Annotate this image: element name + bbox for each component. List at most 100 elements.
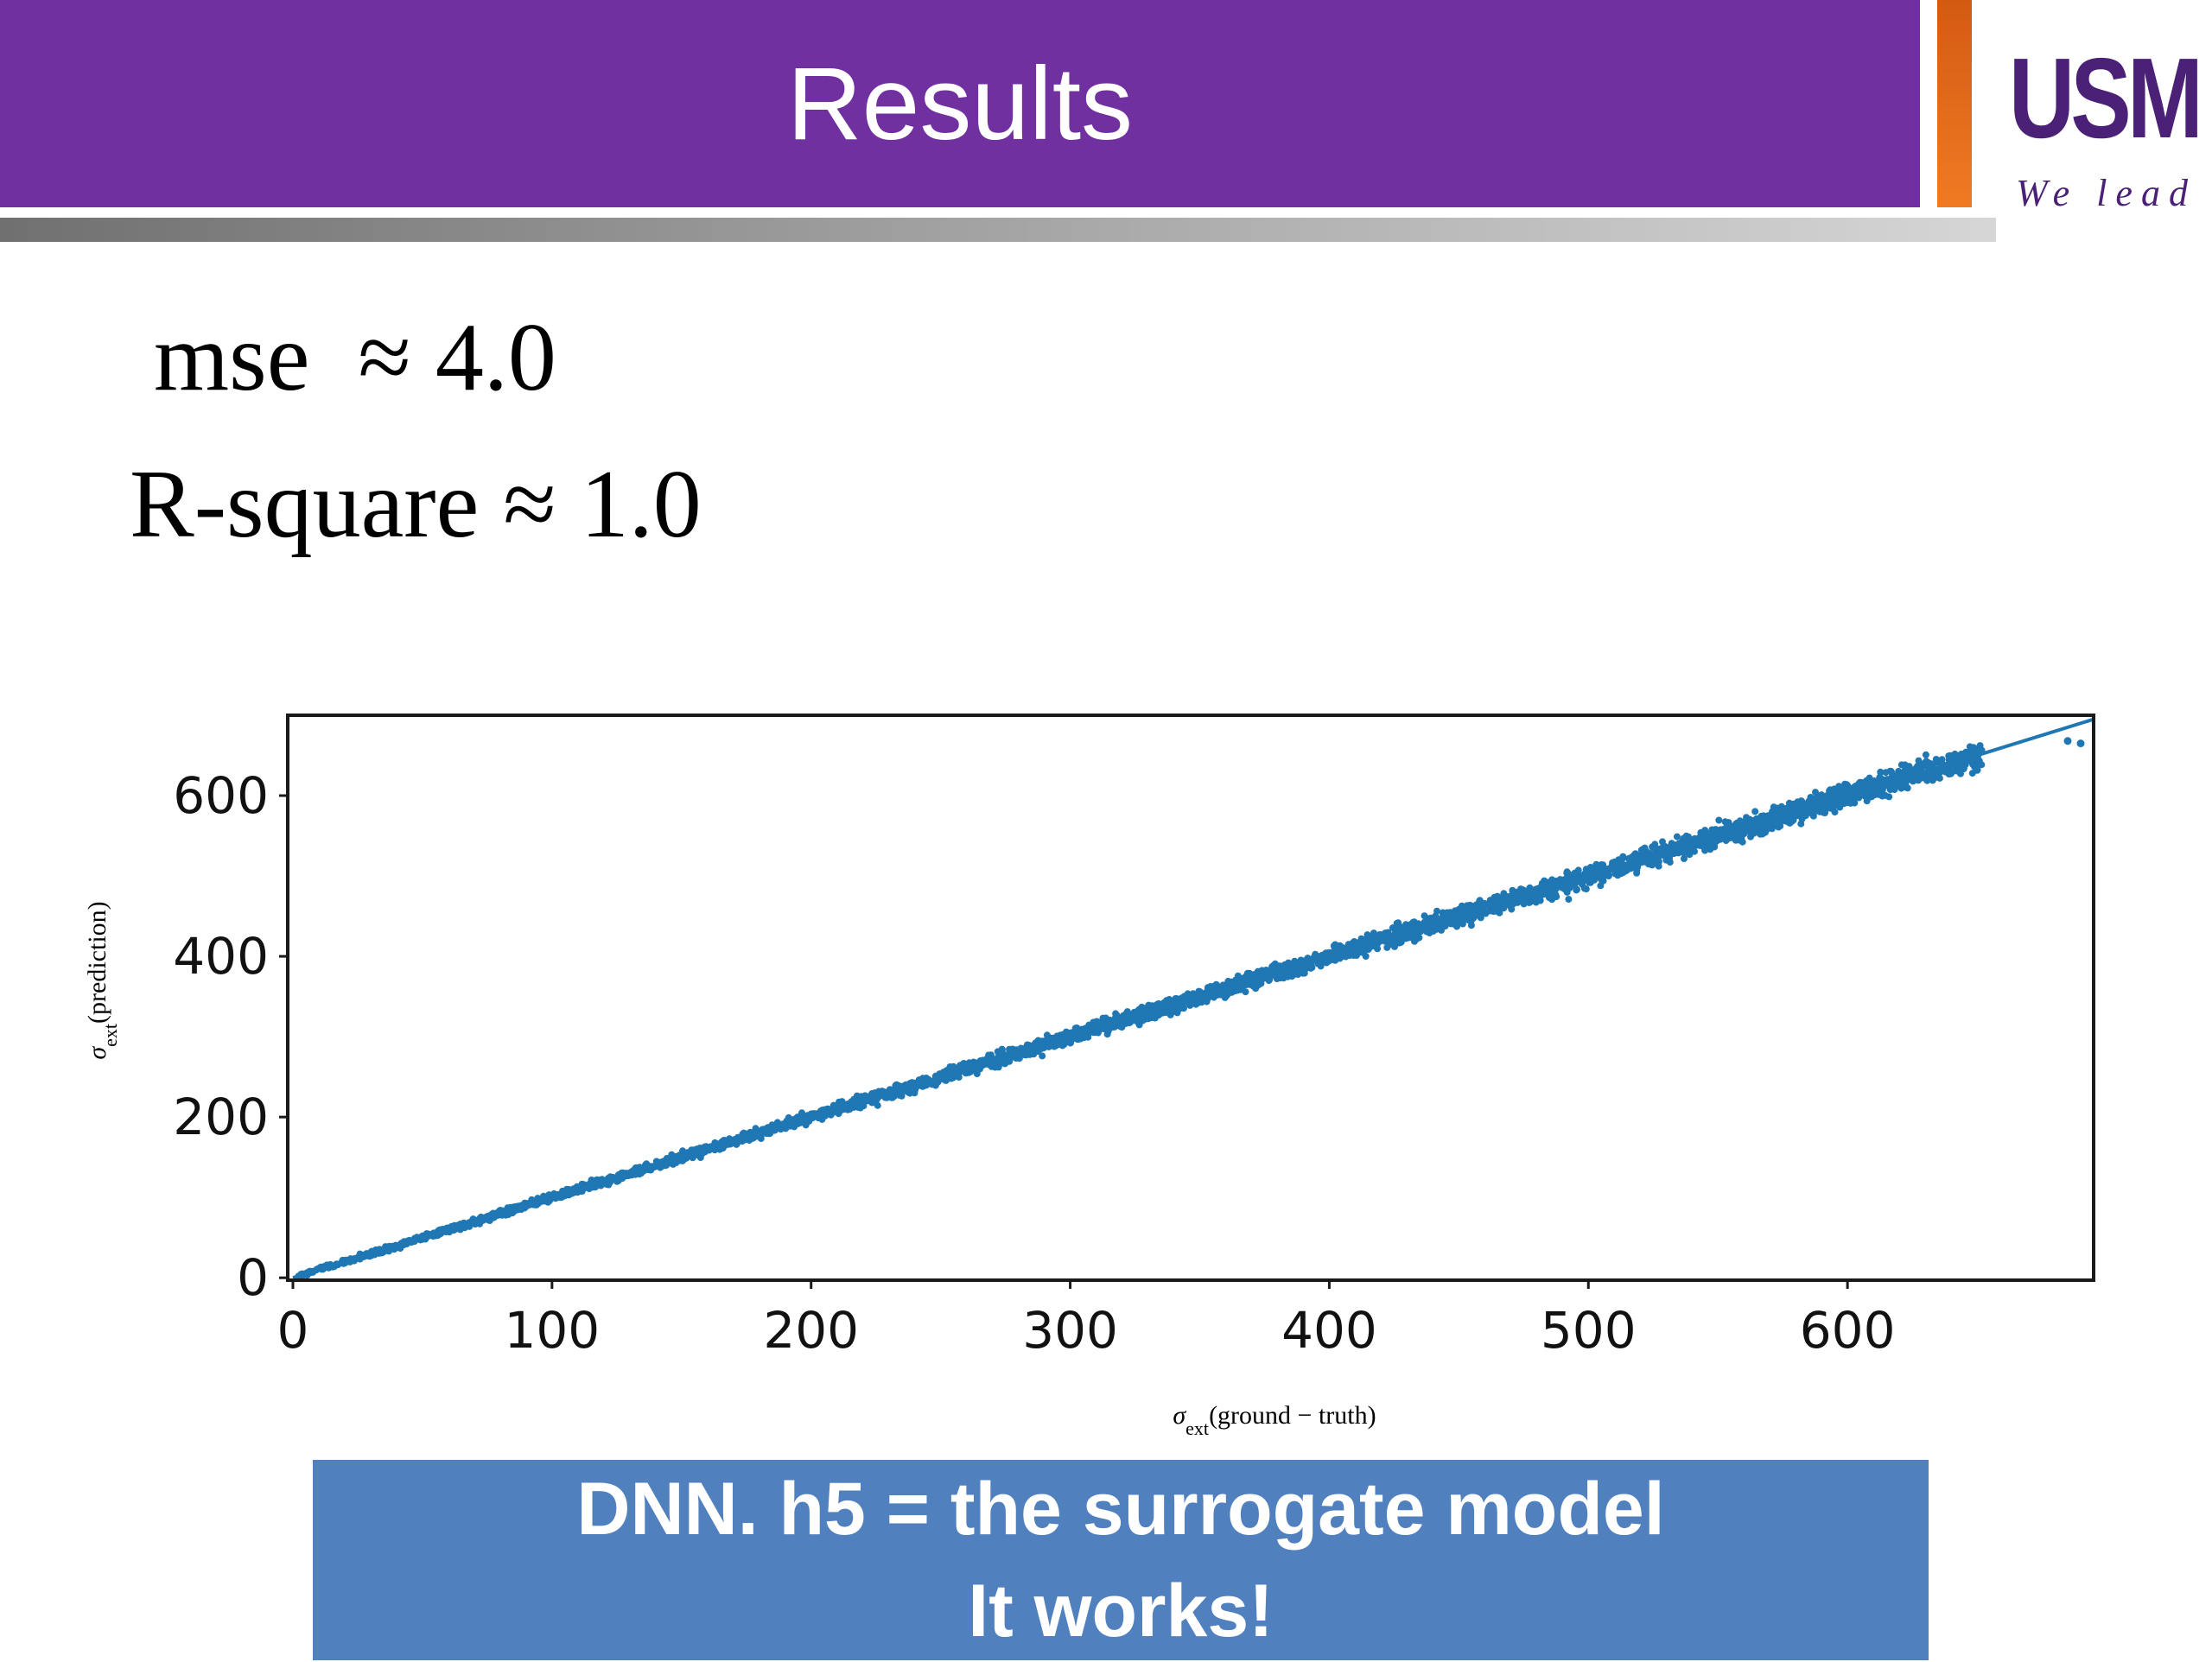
scatter-point [1336, 955, 1344, 962]
scatter-point [1113, 1012, 1121, 1019]
metric-r-square: R-square ≈ 1.0 [130, 451, 702, 558]
scatter-point [1641, 844, 1649, 852]
scatter-point [1605, 872, 1612, 879]
scatter-point [1330, 942, 1338, 950]
scatter-point [861, 1092, 869, 1100]
scatter-point [1284, 973, 1292, 980]
scatter-point [1567, 873, 1574, 881]
scatter-point [1978, 761, 1986, 769]
scatter-point [1242, 988, 1249, 996]
scatter-point [1947, 752, 1955, 759]
scatter-point [1915, 777, 1922, 784]
scatter-point [1160, 999, 1167, 1006]
scatter-point [1184, 990, 1192, 998]
scatter-point [1395, 919, 1402, 927]
plot-frame [286, 714, 2095, 1282]
y-tick-label: 0 [237, 1248, 269, 1307]
scatter-point [1715, 816, 1723, 824]
scatter-point [1582, 885, 1590, 893]
scatter-point [1477, 914, 1484, 922]
scatter-point [1791, 803, 1799, 811]
conclusion-callout: DNN. h5 = the surrogate model It works! [313, 1460, 1929, 1660]
scatter-point [1598, 861, 1605, 868]
scatter-point [1802, 812, 1809, 820]
header-divider [0, 218, 1996, 242]
scatter-point [1673, 833, 1681, 841]
scatter-point [1809, 812, 1817, 820]
scatter-point [1758, 830, 1766, 838]
logo-tagline: We lead [2016, 172, 2196, 214]
scatter-point [1587, 877, 1595, 885]
scatter-point [1619, 853, 1627, 860]
scatter-point [1103, 1031, 1111, 1038]
scatter-point [1751, 808, 1759, 815]
scatter-point [1135, 1007, 1142, 1014]
scatter-point [1509, 886, 1516, 894]
scatter-point [1915, 757, 1923, 764]
scatter-point [1847, 786, 1854, 794]
scatter-point [768, 1121, 776, 1129]
scatter-point [1565, 896, 1573, 903]
scatter-point [1006, 1045, 1013, 1053]
scatter-point [912, 1086, 918, 1094]
scatter-point [1960, 764, 1967, 772]
scatter-point [1586, 864, 1594, 871]
scatter-point [1234, 986, 1242, 994]
scatter-point [1552, 891, 1560, 898]
scatter-point [1735, 835, 1742, 843]
scatter-point [1836, 788, 1844, 796]
scatter-point [1631, 850, 1639, 858]
scatter-point [1933, 758, 1941, 766]
scatter-point [1397, 938, 1405, 946]
scatter-point [1897, 761, 1905, 769]
scatter-point [1706, 830, 1713, 838]
scatter-point [1276, 962, 1284, 970]
scatter-point [1473, 902, 1481, 910]
scatter-point [987, 1051, 995, 1059]
scatter-point [1498, 893, 1506, 901]
scatter-point [1285, 959, 1293, 967]
scatter-point [1771, 821, 1779, 828]
scatter-point [1123, 1009, 1131, 1017]
scatter-point [798, 1109, 805, 1117]
scatter-point [1116, 1023, 1124, 1031]
scatter-point [874, 1101, 881, 1109]
scatter-point [988, 1063, 995, 1070]
title-bar [0, 0, 1920, 207]
scatter-point [1317, 962, 1325, 970]
scatter-point [1911, 765, 1919, 773]
scatter-point [1599, 874, 1607, 882]
scatter-point [950, 1063, 957, 1070]
fit-line-layer [292, 717, 2094, 1280]
scatter-point [1811, 796, 1819, 803]
x-tick-label: 0 [277, 1301, 309, 1360]
scatter-point [1217, 991, 1224, 999]
scatter-point [1251, 982, 1259, 989]
scatter-point [1864, 791, 1872, 799]
scatter-point [1724, 819, 1732, 827]
scatter-point [1325, 957, 1332, 965]
scatter-point [1488, 907, 1496, 915]
scatter-point [1349, 939, 1357, 947]
scatter-point [1039, 1052, 1046, 1060]
scatter-point [1421, 918, 1428, 926]
metric-mse: mse ≈ 4.0 [154, 304, 556, 411]
scatter-point [1391, 942, 1398, 950]
scatter-point [1374, 945, 1382, 953]
scatter-point [1650, 860, 1658, 867]
x-axis-label: σext(ground − truth) [1173, 1401, 1376, 1439]
scatter-point [1711, 840, 1719, 847]
scatter-point [1463, 915, 1471, 923]
x-tick-label: 100 [504, 1301, 600, 1360]
scatter-point [955, 1074, 963, 1081]
logo-mark: USM [2008, 34, 2203, 162]
scatter-point [1888, 769, 1896, 777]
scatter-point [1852, 782, 1859, 790]
scatter-point [1532, 898, 1540, 905]
scatter-point [1135, 1021, 1143, 1029]
scatter-point [1836, 803, 1844, 811]
scatter-point [2063, 737, 2072, 745]
y-tick-label: 600 [173, 766, 269, 825]
scatter-point [1783, 805, 1790, 813]
x-tick-label: 600 [1800, 1301, 1896, 1360]
